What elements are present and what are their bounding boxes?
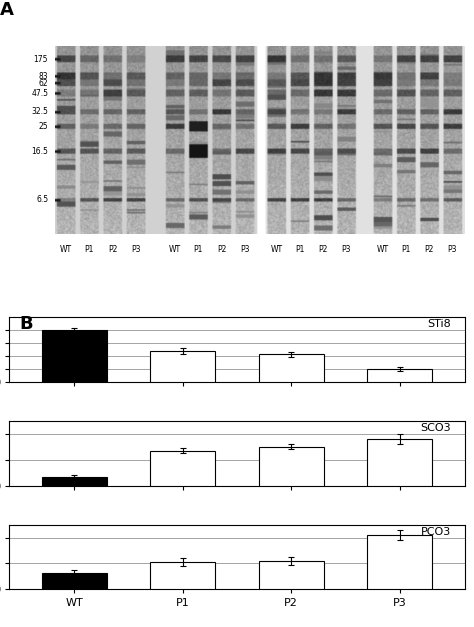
Text: P3: P3 xyxy=(131,245,141,254)
Bar xyxy=(367,369,432,382)
Text: WT: WT xyxy=(169,245,181,254)
Bar xyxy=(42,477,107,486)
Text: SCO3: SCO3 xyxy=(420,423,451,433)
Bar xyxy=(367,439,432,486)
Text: 32.5: 32.5 xyxy=(31,107,48,116)
Text: 16.5: 16.5 xyxy=(31,147,48,155)
Text: WT: WT xyxy=(271,245,283,254)
Text: A: A xyxy=(0,1,14,19)
Bar xyxy=(367,535,432,589)
Text: 83: 83 xyxy=(38,71,48,81)
Text: P1: P1 xyxy=(194,245,203,254)
Text: P3: P3 xyxy=(240,245,250,254)
Bar xyxy=(259,561,324,589)
Text: P2: P2 xyxy=(424,245,434,254)
Text: WT: WT xyxy=(376,245,389,254)
Bar xyxy=(42,572,107,589)
Text: P2: P2 xyxy=(108,245,118,254)
Text: 6.5: 6.5 xyxy=(36,196,48,204)
Bar xyxy=(259,354,324,382)
Text: P3: P3 xyxy=(447,245,457,254)
Text: P1: P1 xyxy=(295,245,304,254)
Text: WT: WT xyxy=(60,245,72,254)
Text: B: B xyxy=(19,315,33,334)
Text: P3: P3 xyxy=(342,245,351,254)
Text: P2: P2 xyxy=(217,245,226,254)
Bar xyxy=(259,447,324,486)
Text: 25: 25 xyxy=(38,122,48,131)
Text: P1: P1 xyxy=(85,245,94,254)
Text: $S_{TI8}$: $S_{TI8}$ xyxy=(194,0,217,3)
Text: 62: 62 xyxy=(38,79,48,88)
Text: $S_{CO3}$: $S_{CO3}$ xyxy=(305,0,333,3)
Text: $P_{CO3}$: $P_{CO3}$ xyxy=(392,0,419,3)
Text: PCO3: PCO3 xyxy=(420,527,451,537)
Bar xyxy=(150,351,215,382)
Bar xyxy=(150,451,215,486)
Text: 175: 175 xyxy=(34,55,48,64)
Text: STi8: STi8 xyxy=(427,319,451,329)
Bar xyxy=(150,562,215,589)
Bar xyxy=(42,330,107,382)
Text: PER: PER xyxy=(98,0,122,3)
Text: P2: P2 xyxy=(319,245,328,254)
Text: P1: P1 xyxy=(401,245,410,254)
Text: 47.5: 47.5 xyxy=(31,88,48,98)
